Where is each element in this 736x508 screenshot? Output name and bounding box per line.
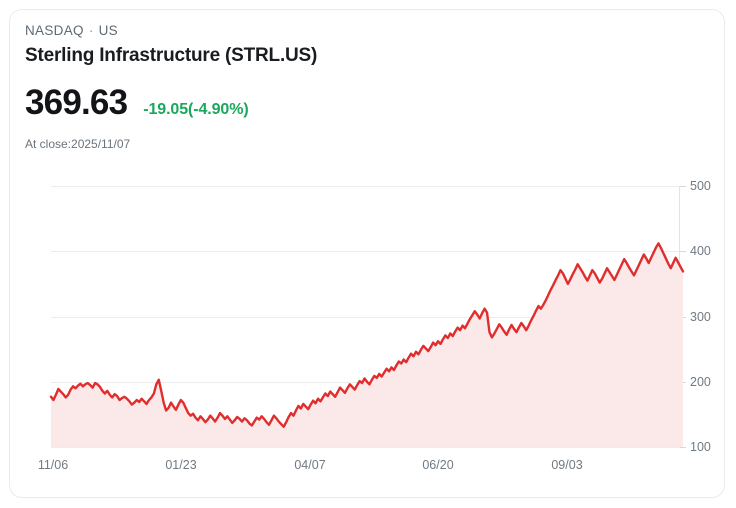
- x-axis-tick-label: 01/23: [165, 458, 197, 472]
- exchange-row: NASDAQ · US: [25, 22, 685, 40]
- y-axis-tick-label: 500: [690, 179, 711, 193]
- y-axis-tick-label: 400: [690, 244, 711, 259]
- region-label: US: [98, 23, 118, 38]
- y-axis-tick-label: 100: [690, 440, 711, 454]
- chart-area-fill: [51, 243, 683, 447]
- price-chart-svg: [49, 186, 686, 448]
- price-row: 369.63 -19.05(-4.90%): [25, 83, 685, 123]
- x-axis-tick-label: 06/20: [422, 458, 454, 472]
- y-axis-tick-label: 300: [690, 309, 711, 324]
- price-chart[interactable]: 500 400 300 200 100 11/06 01/23 04/07 06/20 09/0…: [10, 167, 724, 497]
- price-change: -19.05(-4.90%): [143, 101, 249, 118]
- market-status-note: At close:2025/11/07: [25, 137, 131, 151]
- y-axis-tick-label: 200: [690, 374, 711, 389]
- quote-header: NASDAQ · US Sterling Infrastructure (STRL.…: [25, 22, 685, 152]
- exchange-label: NASDAQ: [25, 23, 84, 38]
- x-axis-tick-label: 11/06: [37, 458, 69, 472]
- bullet-separator-icon: ·: [88, 23, 94, 38]
- company-name: Sterling Infrastructure (STRL.US): [25, 45, 318, 66]
- chart-line-series: [49, 242, 685, 428]
- stock-quote-card: NASDAQ · US Sterling Infrastructure (STRL.…: [9, 9, 725, 498]
- x-axis-tick-label: 09/03: [551, 458, 583, 472]
- x-axis-tick-label: 04/07: [294, 458, 326, 472]
- current-price: 369.63: [25, 83, 128, 122]
